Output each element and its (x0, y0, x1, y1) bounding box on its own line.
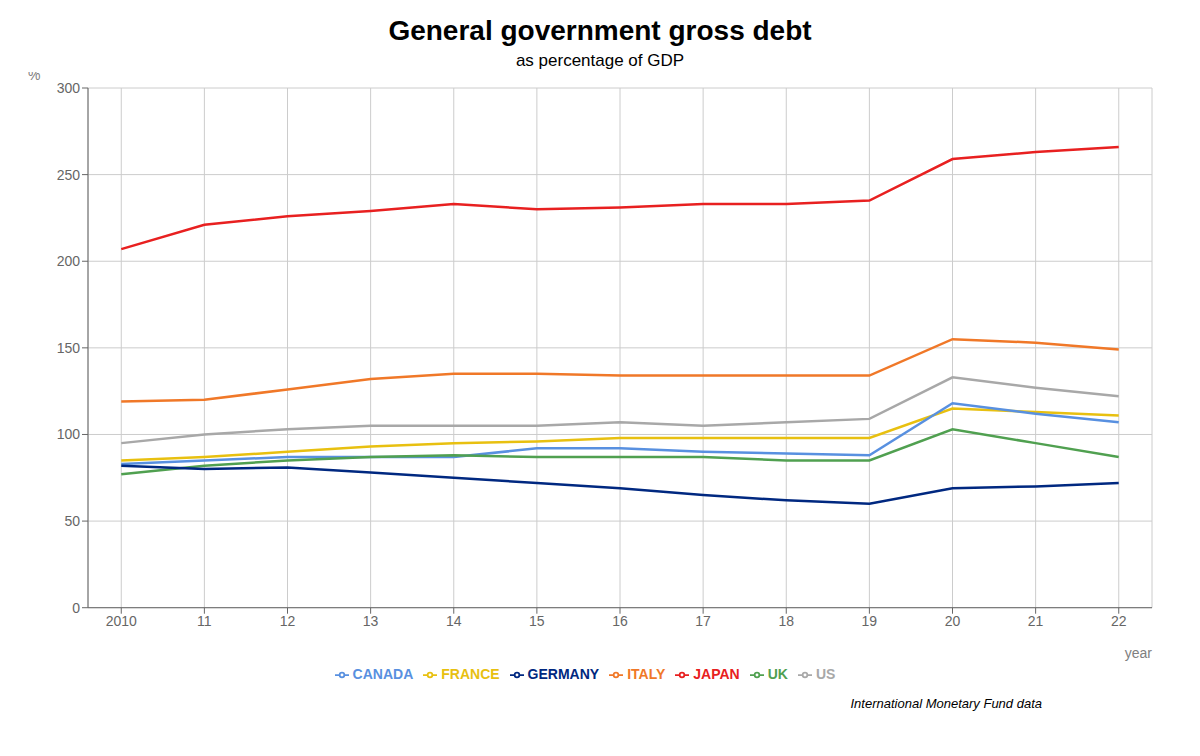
html-text:FRANCE: FRANCE (441, 665, 500, 682)
svg-text:18: 18 (778, 613, 794, 629)
svg-text:200: 200 (57, 253, 81, 269)
svg-text:21: 21 (1028, 613, 1044, 629)
svg-text:20: 20 (945, 613, 961, 629)
html-text:JAPAN: JAPAN (693, 665, 740, 682)
svg-text:250: 250 (57, 167, 81, 183)
svg-text:17: 17 (695, 613, 711, 629)
svg-text:2010: 2010 (106, 613, 137, 629)
html-text:as percentage of GDP: as percentage of GDP (515, 51, 685, 70)
svg-text:%: % (28, 72, 40, 83)
html-text:CANADA: CANADA (352, 665, 414, 682)
html-text:UK: UK (767, 665, 788, 682)
svg-text:11: 11 (197, 613, 212, 629)
svg-text:year: year (1125, 645, 1153, 661)
svg-text:150: 150 (57, 340, 81, 356)
svg-text:15: 15 (529, 613, 545, 629)
html-text:International Monetary Fund da: International Monetary Fund data (850, 696, 1042, 711)
svg-text:12: 12 (280, 613, 296, 629)
svg-text:13: 13 (363, 613, 379, 629)
svg-text:100: 100 (57, 426, 81, 442)
svg-text:22: 22 (1111, 613, 1127, 629)
html-text:US: US (816, 665, 836, 682)
html-text:General government gross debt: General government gross debt (388, 15, 812, 46)
svg-text:50: 50 (64, 513, 80, 529)
svg-text:0: 0 (72, 600, 80, 616)
html-text:GERMANY: GERMANY (527, 665, 600, 682)
html-text:ITALY: ITALY (627, 665, 666, 682)
svg-text:14: 14 (446, 613, 462, 629)
svg-text:300: 300 (57, 80, 81, 96)
svg-text:16: 16 (612, 613, 628, 629)
svg-text:19: 19 (862, 613, 878, 629)
